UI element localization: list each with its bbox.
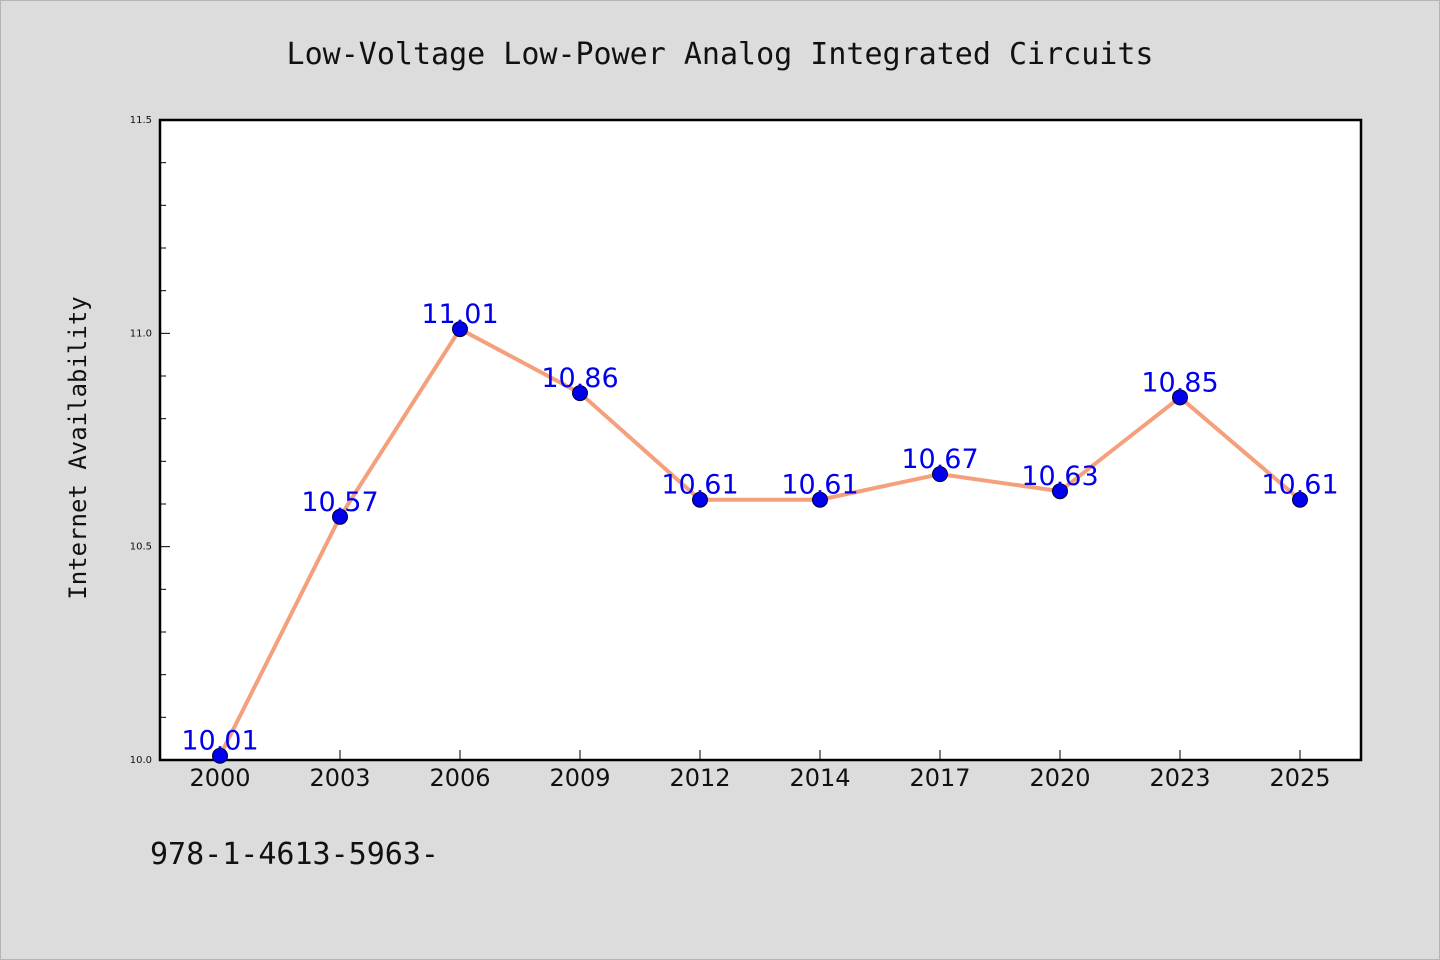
data-point (572, 385, 588, 402)
y-tick-label: 10.0 (130, 755, 152, 766)
data-point (1292, 491, 1308, 508)
data-point (332, 508, 348, 525)
data-point (212, 747, 228, 764)
plot-area (158, 118, 1363, 762)
data-point (1052, 483, 1068, 500)
y-axis-ticks: 10.0 10.5 11.0 11.5 (130, 115, 170, 766)
x-tick-label: 2023 (1149, 764, 1210, 792)
x-tick-label: 2009 (549, 764, 610, 792)
data-point (452, 321, 468, 338)
data-labels: 10.01 10.57 11.01 10.86 10.61 10.61 10.67 10.63… (181, 299, 1338, 757)
data-point (812, 491, 828, 508)
y-tick-label: 11.0 (130, 328, 152, 339)
data-label: 10.57 (301, 487, 378, 518)
data-label: 11.01 (421, 299, 498, 330)
data-point (692, 491, 708, 508)
x-tick-label: 2006 (429, 764, 490, 792)
data-label: 10.85 (1141, 367, 1218, 398)
x-tick-label: 2017 (909, 764, 970, 792)
data-point (1172, 389, 1188, 406)
series-line (218, 327, 1302, 757)
y-tick-label: 10.5 (130, 542, 152, 553)
series-markers (212, 321, 1308, 764)
data-label: 10.63 (1021, 461, 1098, 492)
x-tick-label: 2014 (789, 764, 850, 792)
x-tick-label: 2025 (1269, 764, 1330, 792)
y-tick-label: 11.5 (130, 115, 152, 126)
data-label: 10.67 (901, 444, 978, 475)
data-label: 10.01 (181, 726, 258, 757)
data-label: 10.61 (781, 470, 858, 501)
data-label: 10.61 (661, 470, 738, 501)
x-tick-label: 2020 (1029, 764, 1090, 792)
x-tick-label: 2012 (669, 764, 730, 792)
data-label: 10.86 (541, 363, 618, 394)
data-point (932, 466, 948, 483)
x-axis-ticks: 2000 2003 2006 2009 2012 2014 2017 2020 2023 2025 (189, 750, 1331, 792)
x-tick-label: 2003 (309, 764, 370, 792)
x-tick-label: 2000 (189, 764, 250, 792)
y-axis-label: Internet Availability (64, 296, 92, 599)
data-label: 10.61 (1261, 470, 1338, 501)
chart-title: Low-Voltage Low-Power Analog Integrated … (287, 37, 1154, 72)
isbn-text: 978-1-4613-5963- (150, 837, 439, 872)
